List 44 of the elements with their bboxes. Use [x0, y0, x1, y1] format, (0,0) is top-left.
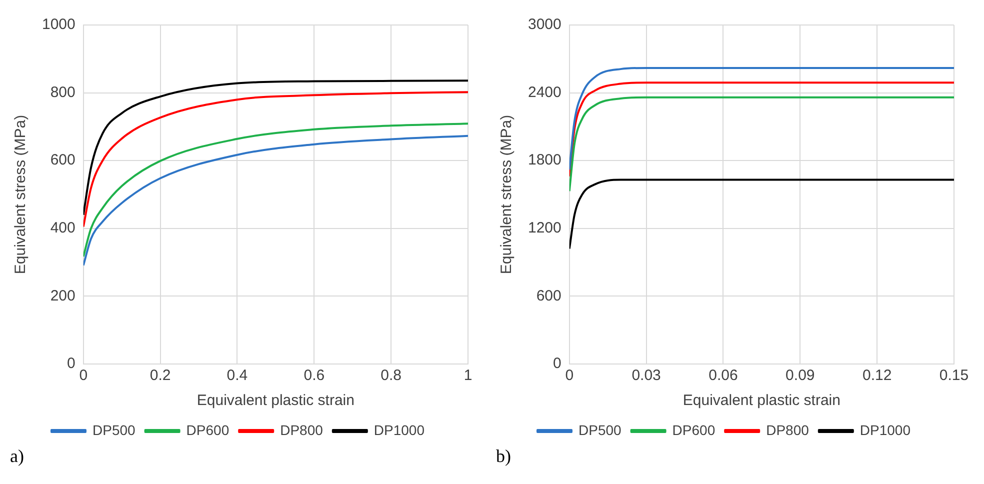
y-tick-label: 1800 — [528, 152, 562, 169]
line-series — [569, 66, 954, 171]
x-tick-label: 0.4 — [226, 367, 248, 384]
y-tick-label: 0 — [553, 355, 562, 372]
y-tick-label: 1000 — [42, 16, 76, 34]
y-axis-title: Equivalent stress (MPa) — [498, 114, 516, 274]
x-tick-label: 0 — [565, 367, 574, 384]
x-axis-title: Equivalent plastic strain — [196, 392, 354, 410]
x-tick-label: 0.03 — [632, 367, 661, 384]
text: a) — [10, 446, 24, 467]
legend-label: DP600 — [186, 422, 230, 438]
x-tick-label: 0.8 — [380, 367, 402, 384]
y-tick-label: 400 — [50, 220, 76, 237]
line-series — [569, 178, 954, 250]
line-series — [83, 80, 468, 216]
y-tick-label: 200 — [50, 287, 76, 304]
line-series — [83, 91, 468, 228]
x-tick-label: 0 — [79, 367, 88, 384]
line-series — [569, 96, 954, 192]
text: b) — [496, 446, 511, 467]
legend-label: DP500 — [578, 422, 622, 438]
legend-label: DP500 — [92, 422, 136, 438]
y-tick-label: 2400 — [528, 84, 562, 101]
legend-label: DP1000 — [860, 422, 911, 438]
x-tick-label: 0.15 — [939, 367, 969, 384]
y-tick-label: 0 — [67, 355, 76, 372]
legend-label: DP800 — [766, 422, 810, 438]
y-tick-label: 1200 — [528, 220, 562, 237]
x-tick-label: 0.6 — [304, 367, 325, 384]
y-axis-title: Equivalent stress (MPa) — [12, 114, 30, 274]
legend-label: DP1000 — [374, 422, 425, 438]
y-tick-label: 600 — [536, 287, 562, 304]
x-tick-label: 0.06 — [708, 367, 738, 384]
x-tick-label: 1 — [464, 367, 472, 384]
x-tick-label: 0.12 — [862, 367, 892, 384]
legend-label: DP600 — [672, 422, 716, 438]
x-tick-label: 0.2 — [150, 367, 171, 384]
y-tick-label: 800 — [50, 84, 76, 101]
y-tick-label: 600 — [50, 152, 76, 169]
y-tick-label: 3000 — [528, 16, 562, 34]
x-tick-label: 0.09 — [786, 367, 815, 384]
x-axis-title: Equivalent plastic strain — [682, 392, 840, 410]
line-series — [569, 82, 954, 178]
legend-label: DP800 — [280, 422, 324, 438]
